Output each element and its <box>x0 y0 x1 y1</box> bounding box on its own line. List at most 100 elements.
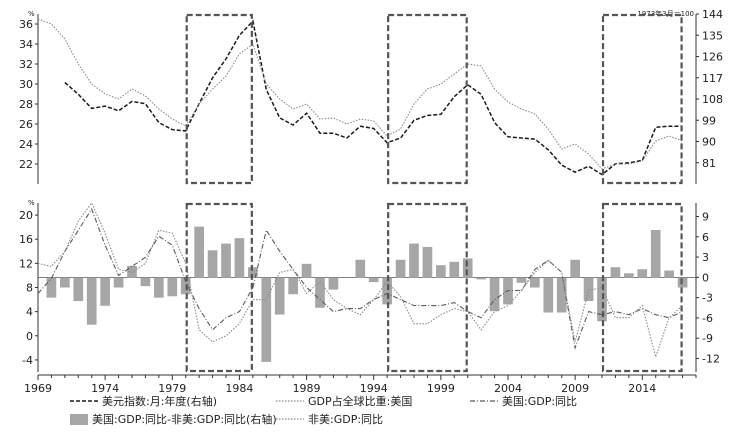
x-tick-label: 1979 <box>158 382 186 395</box>
series-line <box>64 19 683 176</box>
right-tick-label: -9 <box>702 332 713 345</box>
bar <box>650 230 661 278</box>
highlight-box <box>185 13 253 185</box>
x-axis: 1969 1974 1979 1984 1989 1994 1999 2004 2009 2014 <box>24 374 697 395</box>
bar <box>207 250 218 278</box>
x-tick-label: 2014 <box>628 382 656 395</box>
left-tick-label: 24 <box>19 138 33 151</box>
bar <box>86 277 97 325</box>
bar <box>489 277 500 312</box>
bar <box>154 277 164 298</box>
left-tick-label: -4 <box>22 354 33 367</box>
bar <box>637 269 648 278</box>
bar <box>462 258 473 278</box>
right-tick-label: 0 <box>702 271 709 284</box>
right-tick-label: 126 <box>702 51 723 64</box>
highlight-box <box>601 202 683 373</box>
x-tick-label: 1999 <box>427 382 455 395</box>
right-tick-label: 6 <box>702 231 709 244</box>
bar <box>100 277 110 306</box>
left-tick-label: 34 <box>19 38 33 51</box>
legend-label: 非美:GDP:同比 <box>308 413 383 426</box>
legend-label: 美元指数:月:年度(右轴) <box>102 394 217 408</box>
highlight-box <box>387 13 468 185</box>
bar <box>234 238 245 278</box>
x-tick-label: 1984 <box>225 382 253 395</box>
bar <box>301 263 312 278</box>
bar <box>543 277 554 313</box>
bar <box>624 273 634 278</box>
right-tick-label: -3 <box>702 292 713 305</box>
bar <box>328 277 339 290</box>
bar <box>315 277 325 308</box>
bar <box>449 261 460 278</box>
right-tick-label: 3 <box>702 251 709 264</box>
bar <box>248 267 258 278</box>
bar <box>570 259 580 278</box>
x-tick-label: 1974 <box>91 382 119 395</box>
left-tick-label: 26 <box>19 118 33 131</box>
bar <box>167 277 178 297</box>
bar <box>516 277 527 283</box>
right-tick-label: 135 <box>702 29 723 42</box>
bar <box>140 277 151 287</box>
right-tick-label: -12 <box>702 352 720 365</box>
left-tick-label: 4 <box>26 306 33 319</box>
bar <box>409 243 419 278</box>
right-tick-label: 9 <box>702 211 709 224</box>
bar <box>60 277 70 288</box>
highlight-box <box>601 13 683 185</box>
bar <box>476 277 486 280</box>
right-tick-label: -6 <box>702 312 713 325</box>
bar <box>194 226 204 278</box>
bar <box>556 277 567 313</box>
bar <box>288 277 298 295</box>
right-unit-label: 1973年3月＝100 <box>637 9 694 18</box>
legend: 美元指数:月:年度(右轴) GDP占全球比重:美国 美国:GDP:同比美国:GDP:… <box>70 394 577 426</box>
top-panel: % 1973年3月＝100 22 24 26 28 30 32 34 36 81 90 99 108 117… <box>19 8 723 185</box>
series-line <box>37 207 683 350</box>
bar <box>113 277 124 288</box>
left-unit-label: % <box>28 199 35 207</box>
bar <box>664 270 674 278</box>
bar <box>422 246 433 278</box>
bar <box>274 277 285 315</box>
x-tick-label: 1994 <box>360 382 388 395</box>
bar <box>382 277 392 305</box>
right-tick-label: 144 <box>702 8 723 21</box>
highlight-box <box>387 202 468 373</box>
x-tick-label: 1989 <box>293 382 321 395</box>
left-tick-label: 12 <box>19 257 33 270</box>
bar <box>127 265 137 278</box>
bar <box>530 277 540 288</box>
left-tick-label: 16 <box>19 233 33 246</box>
right-tick-label: 81 <box>702 157 716 170</box>
bar <box>261 277 272 362</box>
left-tick-label: 8 <box>26 282 33 295</box>
right-tick-label: 108 <box>702 93 723 106</box>
bar <box>610 267 621 278</box>
bar <box>395 259 406 278</box>
right-tick-label: 117 <box>702 72 723 85</box>
bar <box>583 277 594 302</box>
x-tick-label: 2004 <box>494 382 522 395</box>
left-unit-label: % <box>28 10 35 18</box>
left-tick-label: 28 <box>19 98 33 111</box>
legend-label: GDP占全球比重:美国 <box>308 394 412 408</box>
series-line <box>37 201 683 359</box>
left-tick-label: 20 <box>19 209 33 222</box>
bar <box>368 277 379 283</box>
left-tick-label: 36 <box>19 18 33 31</box>
bar <box>73 277 84 302</box>
x-tick-label: 2009 <box>561 382 589 395</box>
left-tick-label: 30 <box>19 78 33 91</box>
highlight-box <box>185 202 253 373</box>
bar <box>355 259 366 278</box>
x-tick-label: 1969 <box>24 382 52 395</box>
left-tick-label: 0 <box>26 330 33 343</box>
legend-label: 美国:GDP:同比-非美:GDP:同比(右轴) <box>92 412 277 426</box>
bar <box>221 243 231 278</box>
right-tick-label: 90 <box>702 136 716 149</box>
series-line <box>37 18 683 170</box>
